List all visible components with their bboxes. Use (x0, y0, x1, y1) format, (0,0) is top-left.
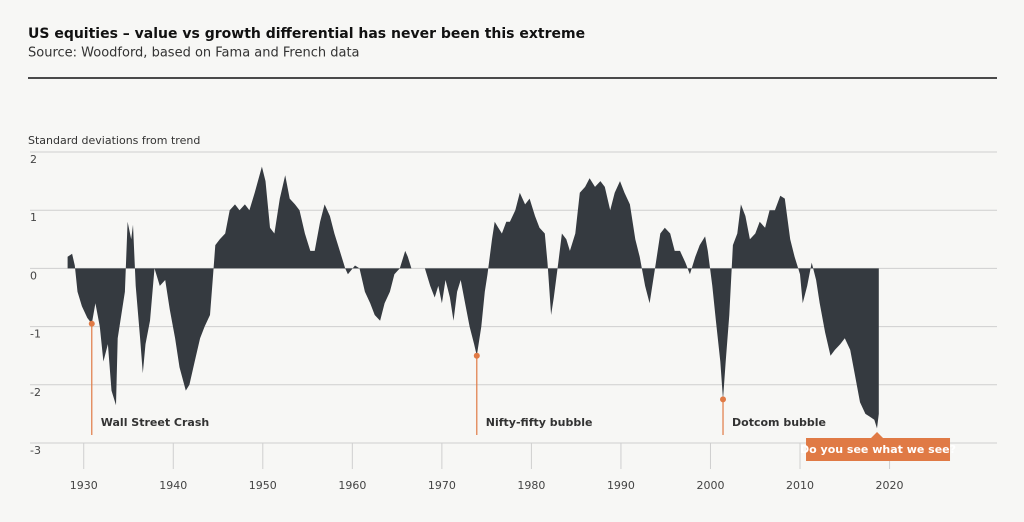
y-tick-label: 2 (30, 153, 37, 166)
y-tick-label: 1 (30, 211, 37, 224)
chart-title: US equities – value vs growth differenti… (28, 26, 585, 42)
x-tick-label: 2000 (696, 479, 724, 492)
x-tick-label: 1980 (517, 479, 545, 492)
area (67, 166, 879, 429)
y-tick-label: -2 (30, 386, 41, 399)
annotation-marker (473, 352, 480, 359)
annotation-label: Wall Street Crash (101, 416, 209, 429)
callout-label: Do you see what we see? (800, 443, 956, 456)
y-tick-label: 0 (30, 269, 37, 282)
y-tick-label: -1 (30, 328, 41, 341)
annotation-marker (88, 320, 95, 327)
callout-box (806, 438, 951, 461)
callout-pointer (871, 432, 884, 438)
x-tick-label: 1960 (338, 479, 366, 492)
annotation-label: Nifty-fifty bubble (486, 416, 593, 429)
x-tick-label: 1930 (70, 479, 98, 492)
y-axis-label: Standard deviations from trend (28, 134, 200, 147)
x-tick-label: 1970 (428, 479, 456, 492)
x-tick-label: 2020 (876, 479, 904, 492)
annotation-label: Dotcom bubble (732, 416, 826, 429)
chart-subtitle: Source: Woodford, based on Fama and Fren… (28, 46, 360, 61)
x-tick-label: 2010 (786, 479, 814, 492)
x-tick-label: 1950 (249, 479, 277, 492)
x-tick-label: 1940 (159, 479, 187, 492)
annotation-marker (720, 396, 727, 403)
y-tick-label: -3 (30, 444, 41, 457)
x-tick-label: 1990 (607, 479, 635, 492)
